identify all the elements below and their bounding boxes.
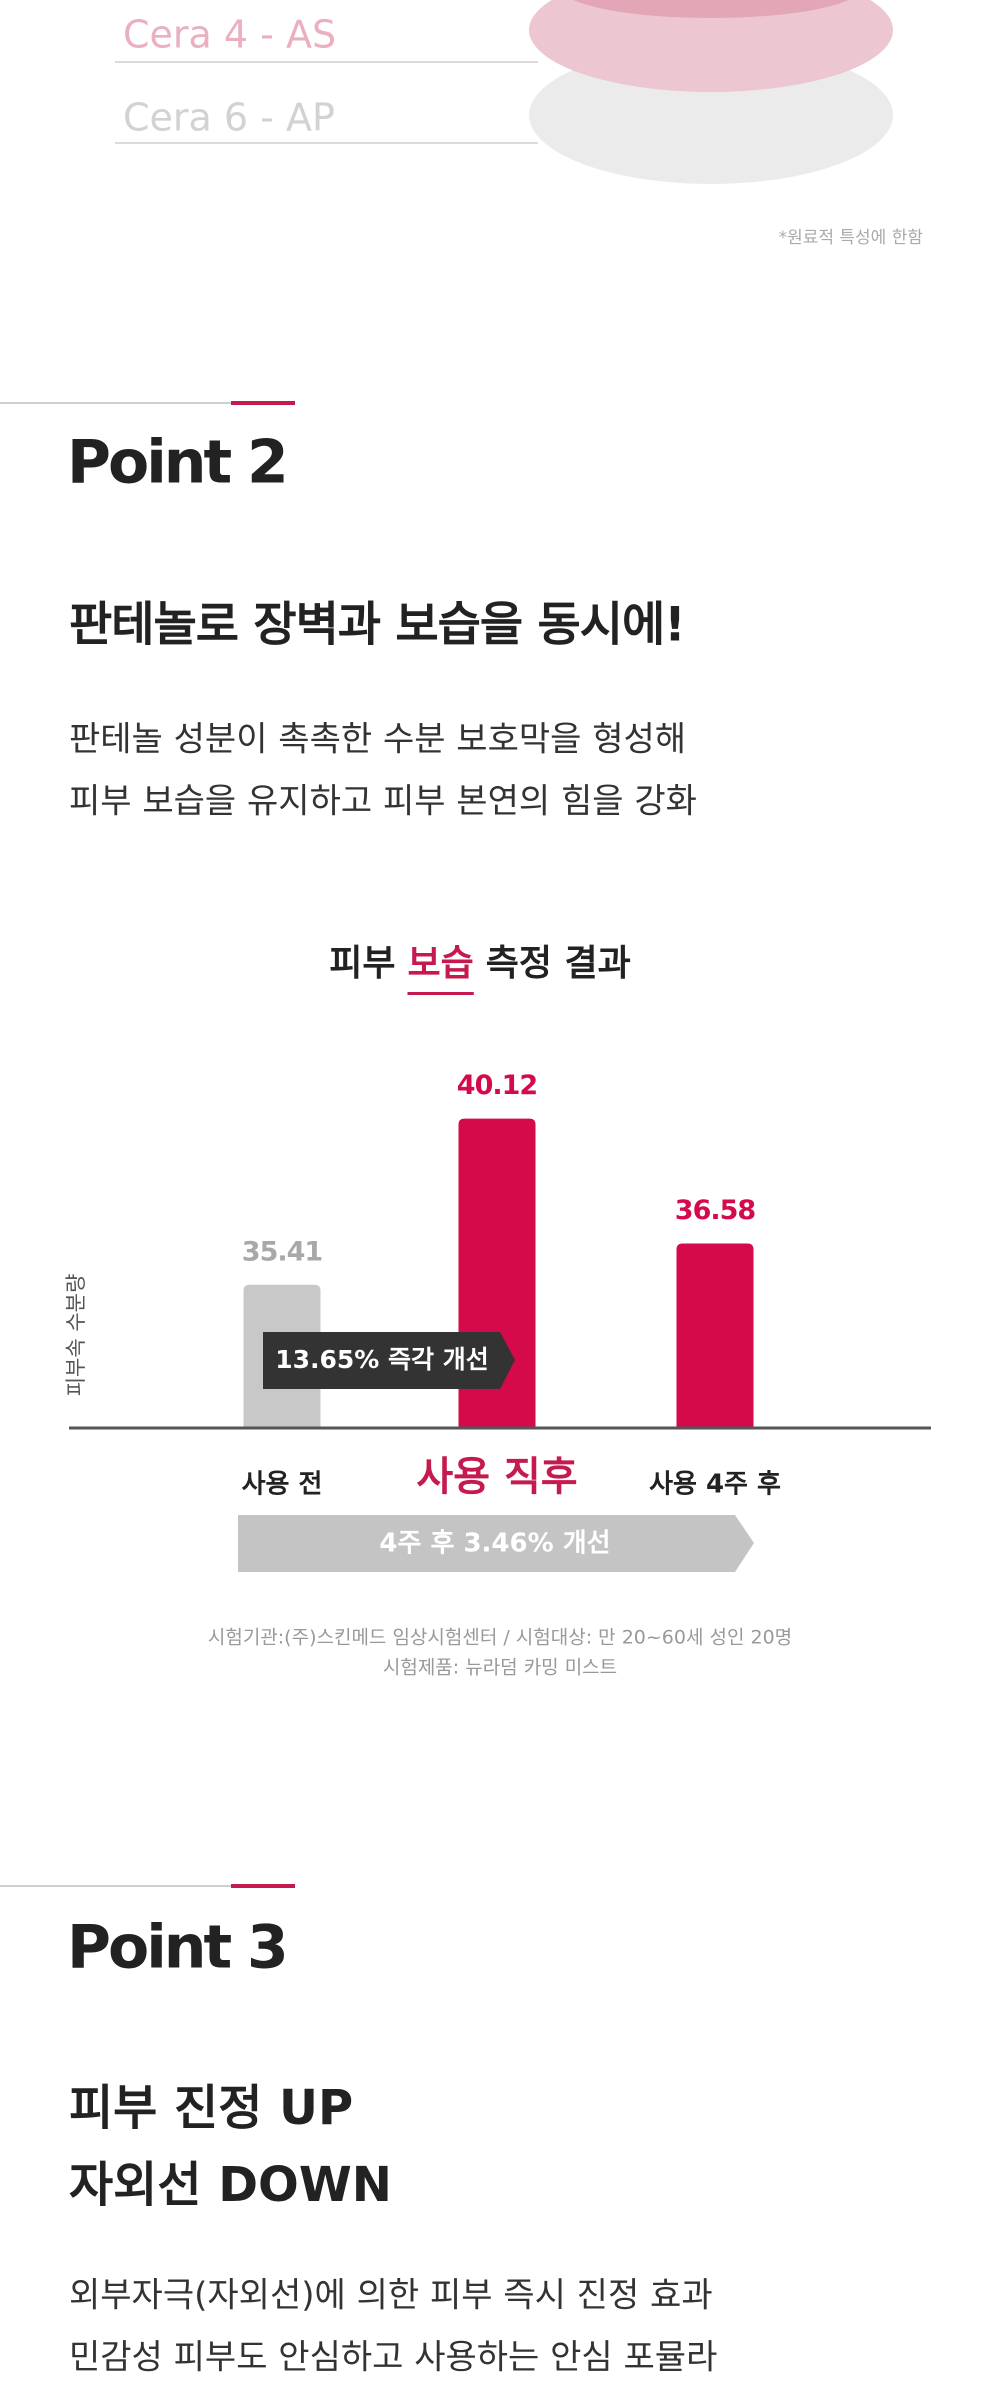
body-text: 판테놀 성분이 촉촉한 수분 보호막을 형성해 (69, 720, 686, 760)
y-axis-label: 피부속 수분량 (64, 1274, 88, 1397)
title-underline (407, 992, 474, 995)
note: *원료적 특성에 한함 (779, 228, 924, 248)
bar (676, 1243, 754, 1428)
point-label: Point 3 (67, 1913, 286, 1983)
heading: 판테놀로 장벽과 보습을 동시에! (69, 598, 685, 653)
x-tick-label: 사용 전 (242, 1470, 323, 1500)
chart-title: 보습 (407, 943, 473, 984)
x-tick-label: 사용 직후 (416, 1454, 577, 1500)
footnote: 시험제품: 뉴라덤 카밍 미스트 (383, 1657, 617, 1679)
arrow-banner (238, 1515, 754, 1572)
body-text: 민감성 피부도 안심하고 사용하는 안심 포뮬라 (69, 2338, 717, 2378)
value-label: 36.58 (675, 1195, 756, 1226)
ingredient-label: Cera 6 - AP (123, 96, 335, 140)
point-label: Point 2 (67, 428, 286, 498)
annotation: 4주 후 3.46% 개선 (379, 1529, 610, 1559)
heading: 피부 진정 UP (69, 2080, 353, 2136)
chart-title: 측정 결과 (486, 943, 631, 984)
footnote: 시험기관:(주)스킨메드 임상시험센터 / 시험대상: 만 20~60세 성인 … (208, 1627, 792, 1649)
ellipse-pink (529, 0, 893, 92)
value-label: 35.41 (242, 1236, 322, 1267)
annotation: 13.65% 즉각 개선 (275, 1345, 489, 1374)
value-label: 40.12 (457, 1070, 537, 1101)
annotation-box (263, 1332, 515, 1389)
x-tick-label: 사용 4주 후 (649, 1470, 781, 1500)
heading: 자외선 DOWN (69, 2157, 392, 2213)
chart-title: 피부 (329, 943, 395, 984)
chart: 피부 보습 측정 결과 35.41 사용 전 40.12 사용 직후 36.58 사용 4주 후… (242, 943, 781, 1500)
body-text: 피부 보습을 유지하고 피부 본연의 힘을 강화 (69, 782, 697, 822)
ellipse-pink-dark (573, 0, 849, 18)
ingredient-label: Cera 4 - AS (123, 13, 336, 57)
body-text: 외부자극(자외선)에 의한 피부 즉시 진정 효과 (69, 2276, 713, 2316)
